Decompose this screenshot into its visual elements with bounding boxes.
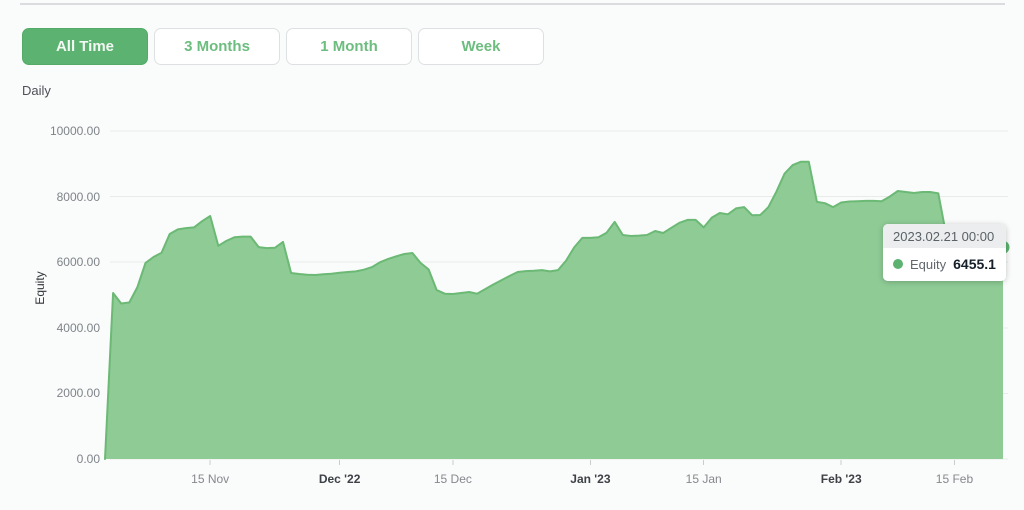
tooltip-series-label: Equity <box>910 256 947 272</box>
x-axis-tick-label: 15 Dec <box>433 472 472 486</box>
interval-label: Daily <box>22 83 51 98</box>
tab-3-months[interactable]: 3 Months <box>154 28 280 65</box>
tab-1-month[interactable]: 1 Month <box>286 28 412 65</box>
x-axis-tick-label: 15 Nov <box>191 472 230 486</box>
tab-all-time[interactable]: All Time <box>22 28 148 65</box>
x-axis-tick-label: Jan '23 <box>570 472 611 486</box>
x-axis-tick-label: 15 Jan <box>685 472 722 486</box>
y-axis-tick-label: 2000.00 <box>56 386 100 401</box>
y-axis-tick-label: 6000.00 <box>56 255 100 270</box>
y-axis-tick-label: 10000.00 <box>49 124 100 138</box>
x-axis-tick-label: Dec '22 <box>318 472 361 486</box>
y-axis-tick-label: 4000.00 <box>56 320 100 335</box>
tab-week[interactable]: Week <box>418 28 544 65</box>
x-axis-tick-label: Feb '23 <box>820 472 862 486</box>
x-axis-tick-label: 15 Feb <box>935 472 974 486</box>
tooltip-date: 2023.02.21 00:00 <box>883 224 1006 248</box>
top-divider <box>20 3 1005 5</box>
chart-tooltip: 2023.02.21 00:00 Equity 6455.1 <box>883 224 1006 281</box>
tooltip-value: 6455.1 <box>953 256 996 272</box>
tooltip-body: Equity 6455.1 <box>883 248 1006 281</box>
series-marker-icon <box>893 259 903 269</box>
y-axis-tick-label: 8000.00 <box>56 189 100 204</box>
y-axis-title: Equity <box>33 271 47 305</box>
time-range-tabs: All Time 3 Months 1 Month Week <box>22 28 544 65</box>
y-axis-tick-label: 0.00 <box>76 452 100 466</box>
